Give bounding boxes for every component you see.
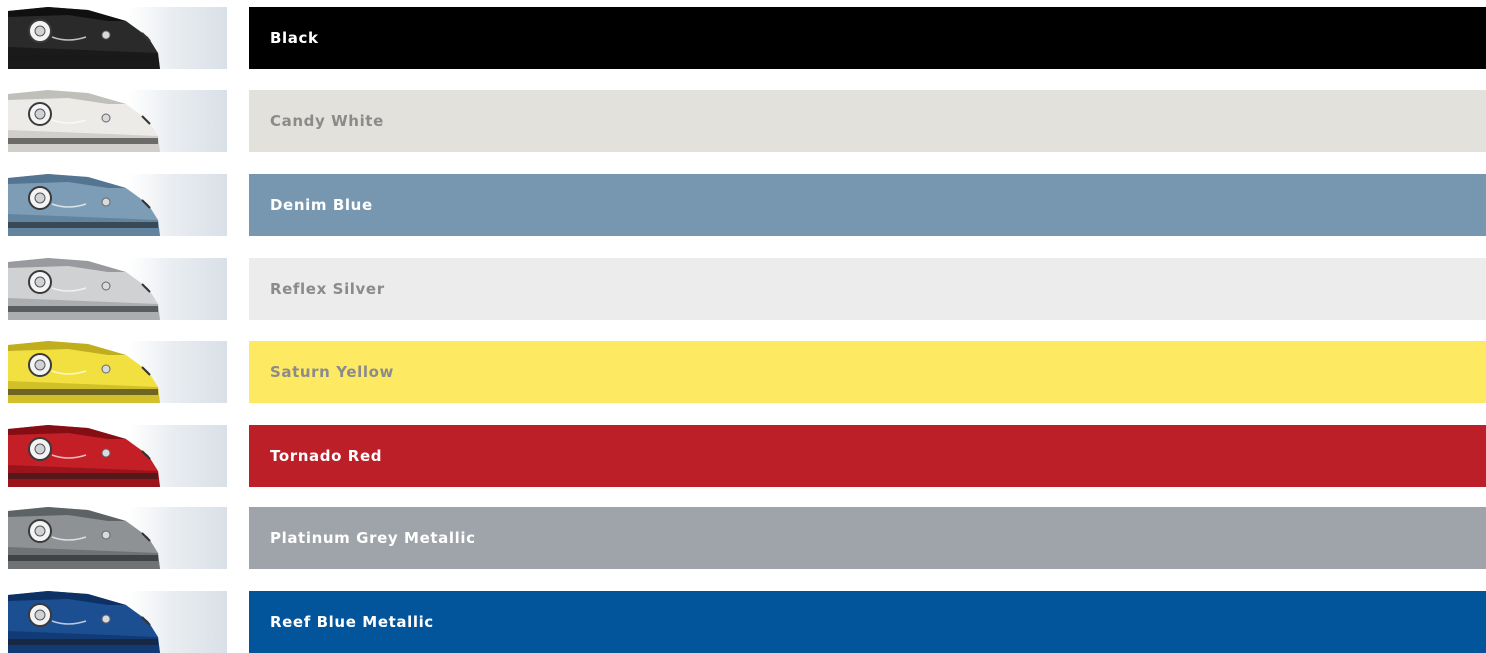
car-thumbnail bbox=[8, 507, 227, 569]
color-swatch-bar[interactable]: Platinum Grey Metallic bbox=[249, 507, 1486, 569]
car-thumbnail bbox=[8, 90, 227, 152]
color-swatch-bar[interactable]: Tornado Red bbox=[249, 425, 1486, 487]
color-row[interactable]: Reef Blue Metallic bbox=[0, 591, 1486, 653]
color-row[interactable]: Black bbox=[0, 7, 1486, 69]
color-name-label: Candy White bbox=[270, 112, 384, 130]
car-front-icon bbox=[8, 591, 160, 653]
color-name-label: Saturn Yellow bbox=[270, 363, 394, 381]
color-row[interactable]: Reflex Silver bbox=[0, 258, 1486, 320]
car-front-icon bbox=[8, 425, 160, 487]
color-swatch-bar[interactable]: Saturn Yellow bbox=[249, 341, 1486, 403]
car-front-icon bbox=[8, 507, 160, 569]
car-thumbnail bbox=[8, 7, 227, 69]
color-name-label: Black bbox=[270, 29, 319, 47]
car-thumbnail bbox=[8, 425, 227, 487]
color-name-label: Tornado Red bbox=[270, 447, 383, 465]
car-thumbnail bbox=[8, 341, 227, 403]
color-row[interactable]: Candy White bbox=[0, 90, 1486, 152]
car-thumbnail bbox=[8, 174, 227, 236]
car-front-icon bbox=[8, 174, 160, 236]
color-swatch-bar[interactable]: Reef Blue Metallic bbox=[249, 591, 1486, 653]
color-swatch-bar[interactable]: Denim Blue bbox=[249, 174, 1486, 236]
color-swatch-bar[interactable]: Candy White bbox=[249, 90, 1486, 152]
color-swatch-bar[interactable]: Reflex Silver bbox=[249, 258, 1486, 320]
car-front-icon bbox=[8, 7, 160, 69]
car-front-icon bbox=[8, 90, 160, 152]
color-name-label: Reef Blue Metallic bbox=[270, 613, 434, 631]
color-row[interactable]: Tornado Red bbox=[0, 425, 1486, 487]
car-front-icon bbox=[8, 341, 160, 403]
color-name-label: Denim Blue bbox=[270, 196, 373, 214]
car-thumbnail bbox=[8, 258, 227, 320]
color-row[interactable]: Denim Blue bbox=[0, 174, 1486, 236]
color-swatch-bar[interactable]: Black bbox=[249, 7, 1486, 69]
color-name-label: Platinum Grey Metallic bbox=[270, 529, 476, 547]
color-name-label: Reflex Silver bbox=[270, 280, 385, 298]
color-row[interactable]: Platinum Grey Metallic bbox=[0, 507, 1486, 569]
car-thumbnail bbox=[8, 591, 227, 653]
car-front-icon bbox=[8, 258, 160, 320]
color-row[interactable]: Saturn Yellow bbox=[0, 341, 1486, 403]
